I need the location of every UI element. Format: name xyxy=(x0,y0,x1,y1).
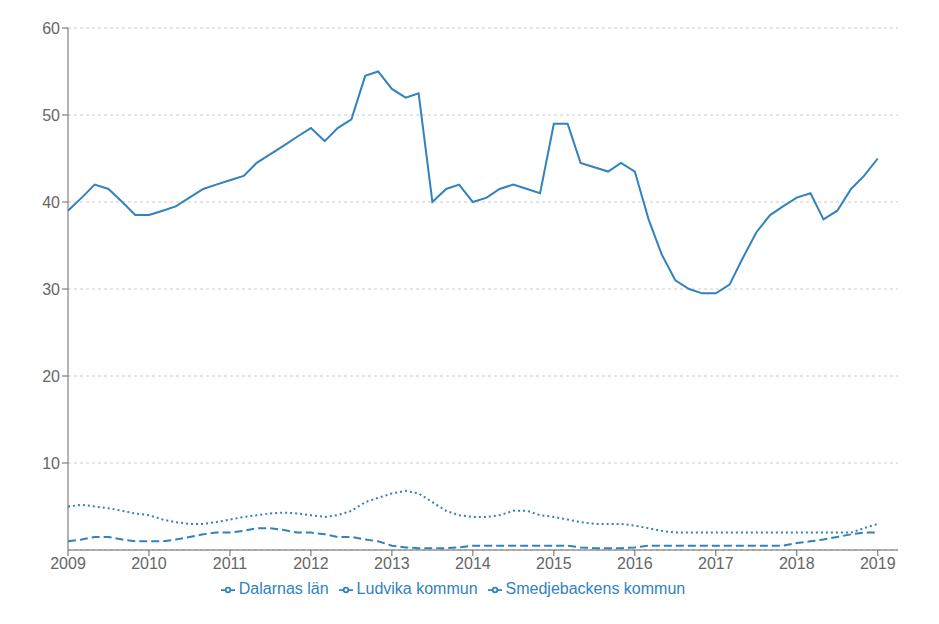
svg-text:2017: 2017 xyxy=(698,555,734,572)
svg-text:2010: 2010 xyxy=(131,555,167,572)
svg-text:2012: 2012 xyxy=(293,555,329,572)
svg-text:2018: 2018 xyxy=(779,555,815,572)
svg-text:20: 20 xyxy=(42,368,60,385)
html-text:Smedjebackens kommun: Smedjebackens kommun xyxy=(505,580,686,597)
svg-text:2009: 2009 xyxy=(50,555,86,572)
svg-text:2013: 2013 xyxy=(374,555,410,572)
svg-text:2015: 2015 xyxy=(536,555,572,572)
svg-text:2011: 2011 xyxy=(213,555,248,572)
svg-text:2016: 2016 xyxy=(617,555,653,572)
svg-text:40: 40 xyxy=(42,194,60,211)
svg-text:2014: 2014 xyxy=(455,555,491,572)
svg-text:50: 50 xyxy=(42,107,60,124)
svg-text:10: 10 xyxy=(42,455,60,472)
html-text:Ludvika kommun: Ludvika kommun xyxy=(356,580,478,597)
svg-text:30: 30 xyxy=(42,281,60,298)
svg-text:2019: 2019 xyxy=(860,555,896,572)
svg-text:60: 60 xyxy=(42,20,60,37)
html-text:Dalarnas län: Dalarnas län xyxy=(238,580,329,597)
